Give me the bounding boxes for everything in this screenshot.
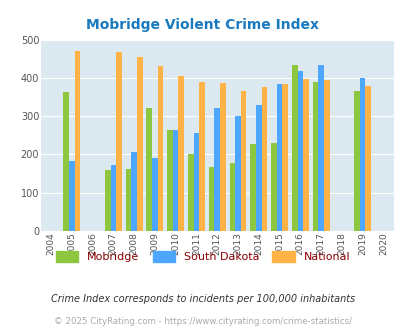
Bar bbox=[234, 116, 240, 231]
Bar bbox=[208, 167, 214, 231]
Bar bbox=[75, 51, 80, 231]
Bar bbox=[104, 170, 110, 231]
Bar bbox=[291, 65, 297, 231]
Text: Crime Index corresponds to incidents per 100,000 inhabitants: Crime Index corresponds to incidents per… bbox=[51, 294, 354, 304]
Bar bbox=[146, 108, 152, 231]
Bar bbox=[323, 80, 329, 231]
Bar bbox=[131, 152, 136, 231]
Legend: Mobridge, South Dakota, National: Mobridge, South Dakota, National bbox=[51, 247, 354, 267]
Bar bbox=[188, 154, 193, 231]
Bar bbox=[178, 76, 183, 231]
Bar bbox=[318, 65, 323, 231]
Text: © 2025 CityRating.com - https://www.cityrating.com/crime-statistics/: © 2025 CityRating.com - https://www.city… bbox=[54, 317, 351, 326]
Bar bbox=[173, 130, 178, 231]
Bar bbox=[276, 84, 281, 231]
Bar bbox=[297, 71, 303, 231]
Bar bbox=[152, 158, 157, 231]
Bar bbox=[312, 82, 318, 231]
Bar bbox=[126, 169, 131, 231]
Bar bbox=[199, 82, 205, 231]
Bar bbox=[193, 133, 199, 231]
Bar bbox=[69, 161, 75, 231]
Bar bbox=[136, 57, 142, 231]
Bar bbox=[261, 87, 266, 231]
Bar bbox=[240, 90, 246, 231]
Bar bbox=[214, 108, 220, 231]
Bar bbox=[271, 143, 276, 231]
Bar bbox=[303, 79, 308, 231]
Bar bbox=[116, 52, 121, 231]
Bar bbox=[354, 91, 359, 231]
Text: Mobridge Violent Crime Index: Mobridge Violent Crime Index bbox=[86, 18, 319, 32]
Bar bbox=[220, 83, 225, 231]
Bar bbox=[63, 92, 69, 231]
Bar bbox=[281, 84, 287, 231]
Bar bbox=[250, 144, 255, 231]
Bar bbox=[110, 165, 116, 231]
Bar bbox=[359, 78, 364, 231]
Bar bbox=[364, 86, 370, 231]
Bar bbox=[255, 105, 261, 231]
Bar bbox=[229, 163, 234, 231]
Bar bbox=[167, 130, 173, 231]
Bar bbox=[157, 66, 163, 231]
